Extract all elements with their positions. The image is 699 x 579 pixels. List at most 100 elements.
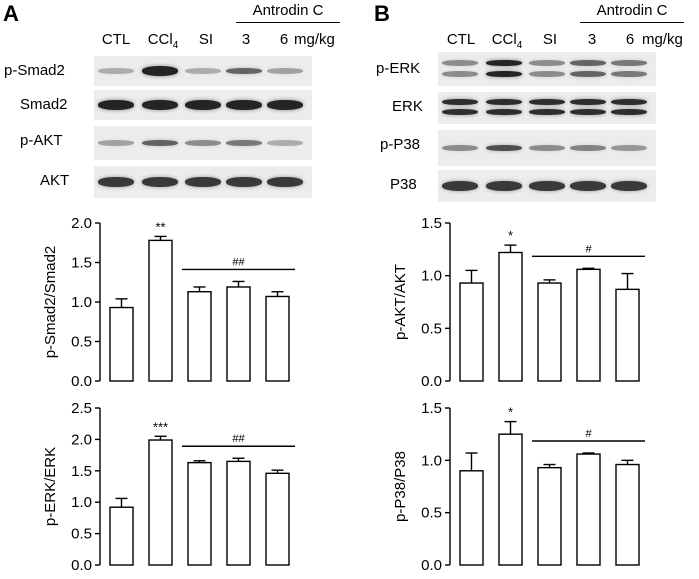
significance-marker: * [508, 228, 513, 243]
y-tick-label: 1.0 [421, 452, 442, 469]
blot-label-akt: AKT [40, 172, 70, 189]
blot-band [529, 59, 565, 66]
blot-band [570, 181, 606, 191]
blot-band [267, 100, 303, 110]
blot-image-erk [438, 92, 656, 124]
blot-band [226, 140, 262, 146]
y-tick-label: 1.5 [71, 255, 92, 272]
bar [265, 295, 290, 382]
lane-label-ctl-a: CTL [101, 31, 131, 48]
lane-label-si-b: SI [542, 31, 558, 48]
y-tick-label: 0.5 [421, 505, 442, 522]
y-axis-label: p-Smad2/Smad2 [42, 246, 59, 359]
blot-image-psmad2 [94, 56, 312, 86]
blot-band [267, 177, 303, 187]
blot-band [529, 99, 565, 106]
bar [187, 461, 212, 566]
blot-image-p38 [438, 170, 656, 202]
blot-band [486, 70, 522, 77]
bar [148, 439, 173, 566]
blot-image-pp38 [438, 130, 656, 166]
blot-label-perk: p-ERK [376, 60, 421, 77]
y-tick-label: 1.0 [421, 268, 442, 285]
blot-band [529, 181, 565, 191]
blot-band [570, 109, 606, 116]
blot-band [529, 109, 565, 116]
bar [459, 470, 484, 566]
blot-band [185, 140, 221, 146]
bar [148, 239, 173, 382]
blot-label-pakt: p-AKT [20, 132, 63, 149]
blot-band [570, 59, 606, 66]
bracket-marker: ## [232, 433, 245, 445]
lane-label-ccl4-b: CCl4 [491, 31, 523, 51]
bar [498, 251, 523, 382]
blot-band [267, 68, 303, 74]
y-tick-label: 2.0 [71, 431, 92, 448]
y-tick-label: 1.0 [71, 294, 92, 311]
y-tick-label: 0.0 [421, 373, 442, 390]
y-axis-label: p-ERK/ERK [42, 447, 59, 526]
lane-label-dose6-b: 6 [625, 31, 635, 48]
bracket-marker: # [585, 243, 592, 255]
bar [459, 282, 484, 382]
y-axis-label: p-P38/P38 [392, 451, 409, 522]
blot-band [611, 59, 647, 66]
y-tick-label: 1.5 [71, 463, 92, 480]
blot-band [142, 100, 178, 110]
blot-band [570, 145, 606, 151]
dose-unit-b: mg/kg [642, 31, 683, 48]
bar [109, 306, 134, 382]
lane-label-dose6-a: 6 [279, 31, 289, 48]
blot-image-smad2 [94, 90, 312, 120]
blot-label-pp38: p-P38 [380, 136, 421, 153]
y-tick-label: 1.0 [71, 494, 92, 511]
blot-image-pakt [94, 126, 312, 160]
dose-group-label-b: Antrodin C [596, 2, 668, 19]
lane-label-dose3-b: 3 [587, 31, 597, 48]
bar [187, 291, 212, 382]
blot-band [226, 68, 262, 74]
y-tick-label: 0.5 [421, 320, 442, 337]
bracket-marker: # [585, 428, 592, 440]
dose-unit-a: mg/kg [294, 31, 335, 48]
blot-band [442, 181, 478, 191]
blot-band [442, 59, 478, 66]
blot-band [611, 145, 647, 151]
blot-band [185, 100, 221, 110]
blot-band [442, 99, 478, 106]
blot-label-p38: P38 [390, 176, 417, 193]
panel-letter-a: A [3, 1, 19, 26]
blot-band [442, 109, 478, 116]
bar [576, 268, 601, 382]
blot-band [611, 181, 647, 191]
blot-band [570, 99, 606, 106]
blot-band [486, 59, 522, 66]
significance-marker: * [508, 405, 513, 420]
y-tick-label: 2.0 [71, 215, 92, 232]
y-tick-label: 1.5 [421, 215, 442, 232]
blot-band [267, 140, 303, 146]
bar [498, 433, 523, 566]
blot-label-erk: ERK [392, 98, 423, 115]
bar [265, 472, 290, 566]
blot-band [486, 99, 522, 106]
y-tick-label: 0.0 [71, 557, 92, 574]
blot-band [442, 145, 478, 151]
y-tick-label: 0.0 [421, 557, 442, 574]
blot-band [98, 68, 134, 74]
y-tick-label: 2.5 [71, 400, 92, 417]
bar [226, 460, 251, 566]
blot-band [611, 109, 647, 116]
blot-band [611, 99, 647, 106]
blot-band [98, 177, 134, 187]
bar [537, 282, 562, 382]
significance-marker: ** [155, 219, 165, 234]
blot-band [486, 181, 522, 191]
blot-band [142, 140, 178, 146]
blot-band [98, 140, 134, 146]
dose-group-label-a: Antrodin C [252, 2, 324, 19]
blot-band [142, 66, 178, 76]
blot-band [486, 109, 522, 116]
blot-band [529, 145, 565, 151]
